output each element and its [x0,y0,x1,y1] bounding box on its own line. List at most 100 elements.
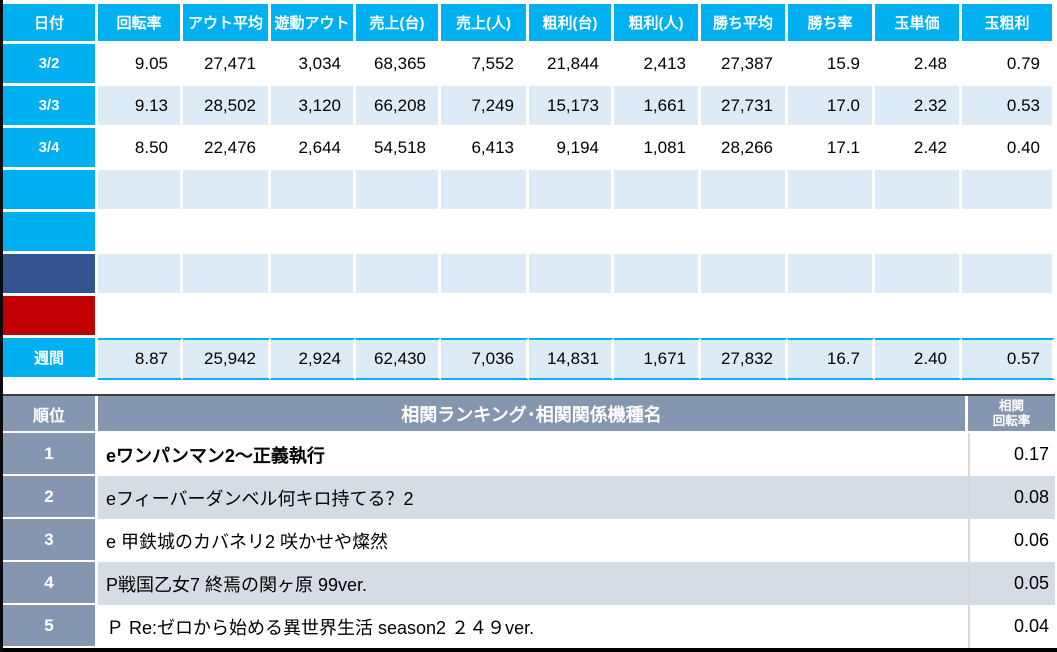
correlation-rate-cell[interactable]: 0.05 [968,562,1055,605]
stat-cell[interactable]: 22,476 [183,128,271,170]
weekly-stat-cell[interactable]: 16.7 [788,338,875,380]
rank-cell[interactable]: 1 [3,433,98,476]
stat-cell[interactable]: 7,552 [441,44,529,86]
stat-cell[interactable]: 6,413 [441,128,529,170]
stat-cell[interactable] [271,296,356,338]
stat-cell[interactable] [875,296,962,338]
stat-cell[interactable] [441,212,529,254]
rank-cell[interactable]: 2 [3,476,98,519]
stat-cell[interactable]: 28,266 [701,128,788,170]
stat-cell[interactable]: 15.9 [788,44,875,86]
stat-cell[interactable]: 28,502 [183,86,271,128]
stat-cell[interactable]: 2.32 [875,86,962,128]
stat-cell[interactable]: 3,120 [271,86,356,128]
stat-cell[interactable] [98,170,183,212]
date-cell[interactable] [3,212,98,254]
weekly-stat-cell[interactable]: 2.40 [875,338,962,380]
date-cell[interactable] [3,254,98,296]
stat-cell[interactable] [788,254,875,296]
rank-cell[interactable]: 3 [3,519,98,562]
date-cell[interactable]: 3/3 [3,86,98,128]
stat-cell[interactable] [356,212,441,254]
stat-cell[interactable] [962,170,1055,212]
weekly-stat-cell[interactable]: 2,924 [271,338,356,380]
stat-cell[interactable]: 3,034 [271,44,356,86]
stat-cell[interactable] [875,254,962,296]
machine-name-cell[interactable]: eフィーバーダンベル何キロ持てる？2 [98,476,968,519]
stat-cell[interactable]: 27,471 [183,44,271,86]
rank-cell[interactable]: 4 [3,562,98,605]
rank-cell[interactable]: 5 [3,605,98,648]
stat-cell[interactable]: 66,208 [356,86,441,128]
stat-cell[interactable]: 7,249 [441,86,529,128]
weekly-stat-cell[interactable]: 14,831 [529,338,614,380]
stat-cell[interactable] [614,212,701,254]
stat-cell[interactable] [529,296,614,338]
stat-cell[interactable] [441,296,529,338]
correlation-rate-cell[interactable]: 0.04 [968,605,1055,648]
date-cell[interactable] [3,296,98,338]
stat-cell[interactable]: 9,194 [529,128,614,170]
stat-cell[interactable] [788,212,875,254]
stat-cell[interactable] [271,254,356,296]
stat-cell[interactable]: 0.53 [962,86,1055,128]
stat-cell[interactable] [614,170,701,212]
weekly-stat-cell[interactable]: 8.87 [98,338,183,380]
stat-cell[interactable]: 9.05 [98,44,183,86]
stat-cell[interactable]: 0.79 [962,44,1055,86]
stat-cell[interactable] [356,170,441,212]
weekly-label-cell[interactable]: 週間 [3,338,98,380]
stat-cell[interactable]: 27,387 [701,44,788,86]
stat-cell[interactable]: 1,081 [614,128,701,170]
stat-cell[interactable] [98,254,183,296]
stat-cell[interactable] [183,170,271,212]
stat-cell[interactable] [701,170,788,212]
correlation-rate-cell[interactable]: 0.17 [968,433,1055,476]
stat-cell[interactable] [701,254,788,296]
weekly-stat-cell[interactable]: 62,430 [356,338,441,380]
stat-cell[interactable] [441,254,529,296]
stat-cell[interactable] [875,170,962,212]
stat-cell[interactable] [356,296,441,338]
weekly-stat-cell[interactable]: 7,036 [441,338,529,380]
stat-cell[interactable] [529,254,614,296]
stat-cell[interactable] [875,212,962,254]
machine-name-cell[interactable]: P戦国乙女7 終焉の関ヶ原 99ver. [98,562,968,605]
stat-cell[interactable] [183,296,271,338]
stat-cell[interactable]: 17.0 [788,86,875,128]
stat-cell[interactable]: 54,518 [356,128,441,170]
stat-cell[interactable]: 27,731 [701,86,788,128]
stat-cell[interactable] [962,296,1055,338]
stat-cell[interactable] [271,170,356,212]
stat-cell[interactable] [356,254,441,296]
stat-cell[interactable]: 2.48 [875,44,962,86]
stat-cell[interactable] [183,254,271,296]
stat-cell[interactable]: 8.50 [98,128,183,170]
weekly-stat-cell[interactable]: 25,942 [183,338,271,380]
date-cell[interactable]: 3/2 [3,44,98,86]
stat-cell[interactable] [98,212,183,254]
machine-name-cell[interactable]: e 甲鉄城のカバネリ2 咲かせや燦然 [98,519,968,562]
weekly-stat-cell[interactable]: 1,671 [614,338,701,380]
machine-name-cell[interactable]: eワンパンマン2～正義執行 [98,433,968,476]
stat-cell[interactable]: 2.42 [875,128,962,170]
date-cell[interactable]: 3/4 [3,128,98,170]
stat-cell[interactable] [962,212,1055,254]
stat-cell[interactable] [788,296,875,338]
stat-cell[interactable] [614,296,701,338]
stat-cell[interactable]: 1,661 [614,86,701,128]
stat-cell[interactable] [614,254,701,296]
stat-cell[interactable] [529,170,614,212]
stat-cell[interactable] [441,170,529,212]
machine-name-cell[interactable]: Ｐ Re:ゼロから始める異世界生活 season2 ２４９ver. [98,605,968,648]
weekly-stat-cell[interactable]: 0.57 [962,338,1055,380]
stat-cell[interactable]: 17.1 [788,128,875,170]
stat-cell[interactable] [701,212,788,254]
correlation-rate-cell[interactable]: 0.08 [968,476,1055,519]
stat-cell[interactable] [271,212,356,254]
correlation-rate-cell[interactable]: 0.06 [968,519,1055,562]
date-cell[interactable] [3,170,98,212]
stat-cell[interactable]: 15,173 [529,86,614,128]
stat-cell[interactable] [98,296,183,338]
stat-cell[interactable] [183,212,271,254]
